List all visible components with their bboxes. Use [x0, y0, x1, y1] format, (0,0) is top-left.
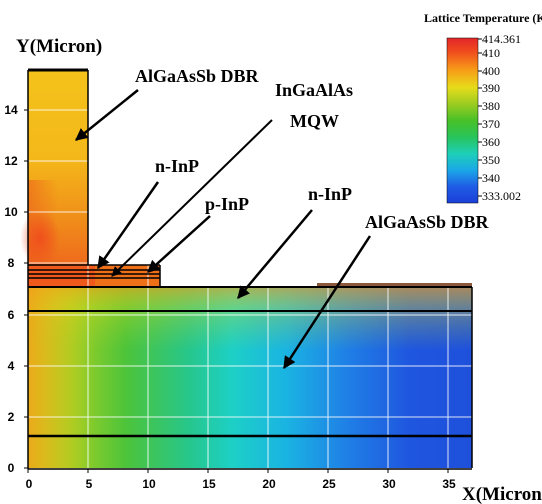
axes-lines: [27, 70, 472, 470]
y-tick-marks: [24, 109, 28, 469]
arrow-n-inp-lower: [237, 209, 313, 299]
colorbar-tick-label: 410: [482, 46, 500, 60]
x-tick-label: 35: [442, 477, 456, 491]
label-mqw-line1: InGaAlAs: [275, 80, 353, 100]
x-tick-marks: [27, 469, 449, 473]
label-top-dbr: AlGaAsSb DBR: [135, 66, 260, 86]
colorbar-tick-label: 333.002: [482, 189, 521, 203]
y-tick-label: 12: [4, 154, 18, 168]
colorbar-gradient: [446, 37, 479, 204]
x-tick-label: 5: [86, 477, 93, 491]
x-axis-title: X(Micron): [462, 484, 542, 504]
y-tick-label: 0: [8, 461, 15, 475]
substrate-left-heat-overlay: [28, 287, 472, 468]
colorbar-tick-label: 380: [482, 99, 500, 113]
y-tick-labels: 0 2 4 6 8 10 12 14: [4, 103, 18, 475]
x-tick-labels: 0 5 10 15 20 25 30 35: [26, 477, 456, 491]
grid-lines: [28, 70, 472, 468]
x-tick-label: 10: [142, 477, 156, 491]
arrow-n-inp-upper: [96, 181, 160, 270]
colorbar-tick-label: 414.361: [482, 32, 521, 46]
colorbar-tick-label: 340: [482, 171, 500, 185]
colorbar-tick-marks: [478, 38, 482, 197]
top-dbr-hot-spot: [20, 210, 60, 266]
x-tick-label: 15: [202, 477, 216, 491]
annotations: AlGaAsSb DBR InGaAlAs MQW n-InP p-InP n-…: [75, 66, 490, 370]
x-tick-label: 0: [26, 477, 33, 491]
structure-outlines: [28, 68, 473, 468]
x-tick-label: 20: [262, 477, 276, 491]
arrow-mqw: [111, 119, 273, 277]
colorbar: Lattice Temperature (K) 414.361 410 400 …: [424, 11, 542, 204]
colorbar-tick-label: 370: [482, 117, 500, 131]
y-tick-label: 4: [8, 359, 15, 373]
y-axis-title: Y(Micron): [16, 36, 102, 57]
arrow-bottom-dbr: [282, 235, 372, 370]
y-tick-label: 8: [8, 256, 15, 270]
y-tick-label: 14: [4, 103, 18, 117]
y-tick-label: 6: [8, 308, 15, 322]
y-tick-label: 10: [4, 205, 18, 219]
colorbar-title: Lattice Temperature (K): [424, 11, 542, 25]
colorbar-tick-label: 360: [482, 135, 500, 149]
x-tick-label: 30: [382, 477, 396, 491]
label-bottom-dbr: AlGaAsSb DBR: [365, 212, 490, 232]
label-n-inp-lower: n-InP: [308, 184, 352, 204]
label-p-inp: p-InP: [205, 194, 249, 214]
plot-area: 0 2 4 6 8 10 12 14 0 5 10 15 20 25 30 35…: [4, 36, 542, 504]
label-mqw-line2: MQW: [290, 111, 339, 131]
colorbar-tick-label: 350: [482, 153, 500, 167]
colorbar-tick-label: 400: [482, 64, 500, 78]
colorbar-tick-label: 390: [482, 81, 500, 95]
arrow-p-inp: [147, 215, 211, 273]
label-n-inp-upper: n-InP: [155, 156, 199, 176]
x-tick-label: 25: [322, 477, 336, 491]
arrow-top-dbr: [75, 89, 139, 141]
y-tick-label: 2: [8, 410, 15, 424]
right-contact-strip: [317, 283, 472, 287]
